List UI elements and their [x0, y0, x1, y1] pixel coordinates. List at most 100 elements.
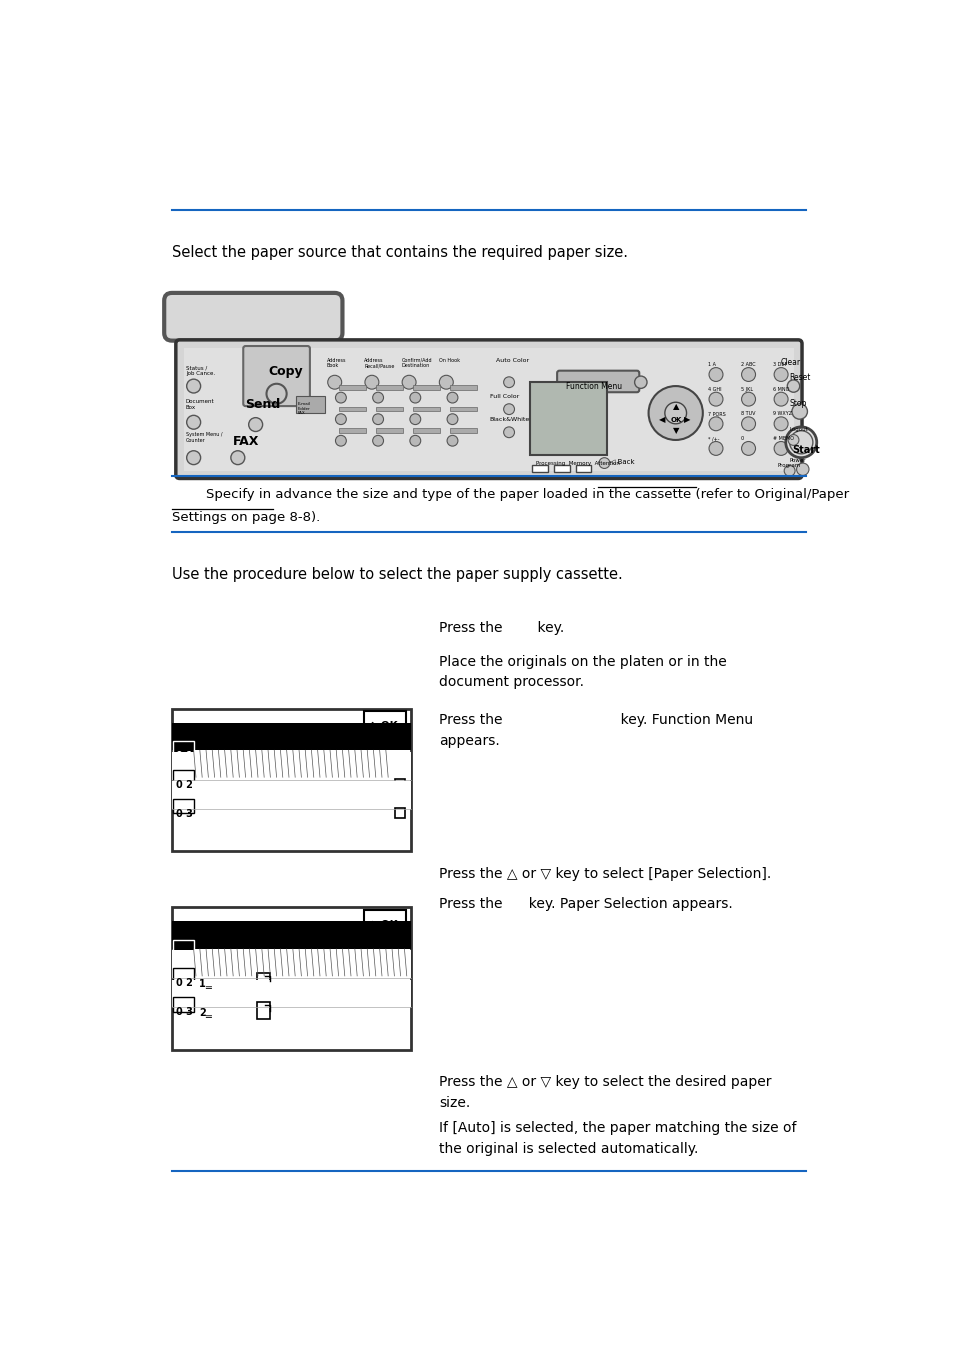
- FancyBboxPatch shape: [164, 293, 342, 340]
- Circle shape: [187, 416, 200, 429]
- Text: 0 1: 0 1: [175, 949, 193, 960]
- Bar: [395, 779, 405, 788]
- Circle shape: [439, 375, 453, 389]
- Text: 3 DEF: 3 DEF: [773, 362, 787, 367]
- Text: 9 WXYZ: 9 WXYZ: [773, 412, 792, 417]
- Circle shape: [773, 417, 787, 431]
- Bar: [172, 722, 410, 751]
- Text: Black&White: Black&White: [489, 417, 530, 421]
- FancyBboxPatch shape: [364, 711, 406, 729]
- Text: 0 2: 0 2: [175, 779, 193, 790]
- Text: Address
Recall/Pause: Address Recall/Pause: [364, 358, 395, 369]
- Text: Select the paper source that contains the required paper size.: Select the paper source that contains th…: [172, 246, 627, 261]
- Text: Program: Program: [778, 463, 801, 468]
- Bar: [183, 347, 794, 471]
- Text: # MEMO: # MEMO: [773, 436, 794, 441]
- Circle shape: [791, 404, 806, 420]
- Bar: [413, 406, 439, 412]
- Circle shape: [773, 393, 787, 406]
- Text: * /+-: * /+-: [707, 436, 719, 441]
- Text: 0 3: 0 3: [175, 809, 193, 819]
- Text: Address
Book: Address Book: [327, 358, 346, 369]
- Text: ▶: ▶: [683, 416, 690, 424]
- Text: ❖ OK: ❖ OK: [368, 919, 397, 930]
- Circle shape: [266, 383, 286, 404]
- Bar: [554, 464, 569, 472]
- Text: If [Auto] is selected, the paper matching the size of
the original is selected a: If [Auto] is selected, the paper matchin…: [439, 1122, 796, 1156]
- Circle shape: [447, 435, 457, 446]
- Text: 1 A: 1 A: [707, 362, 716, 367]
- Text: ▼: ▼: [672, 427, 679, 435]
- Text: 7 PQRS: 7 PQRS: [707, 412, 725, 417]
- Text: Power: Power: [789, 458, 805, 463]
- Bar: [172, 782, 410, 809]
- Bar: [172, 921, 410, 949]
- Text: Press the      key. Paper Selection appears.: Press the key. Paper Selection appears.: [439, 896, 732, 911]
- Text: Start: Start: [792, 446, 820, 455]
- Text: Press the △ or ▽ key to select the desired paper
size.: Press the △ or ▽ key to select the desir…: [439, 1075, 771, 1110]
- Circle shape: [789, 431, 812, 454]
- Text: ▲: ▲: [672, 402, 679, 412]
- Text: ❖ OK: ❖ OK: [368, 721, 397, 730]
- Circle shape: [598, 458, 609, 468]
- Bar: [338, 406, 365, 412]
- Bar: [530, 382, 607, 455]
- Text: Clear: Clear: [781, 358, 801, 367]
- Circle shape: [249, 417, 262, 432]
- FancyBboxPatch shape: [173, 968, 193, 983]
- Circle shape: [187, 451, 200, 464]
- Bar: [172, 980, 410, 1007]
- FancyBboxPatch shape: [557, 371, 639, 393]
- Circle shape: [373, 435, 383, 446]
- Text: Use the procedure below to select the paper supply cassette.: Use the procedure below to select the pa…: [172, 567, 622, 582]
- Text: 1: 1: [199, 979, 206, 990]
- Bar: [172, 950, 410, 979]
- Circle shape: [648, 386, 702, 440]
- Text: Send: Send: [245, 398, 280, 410]
- Circle shape: [503, 427, 514, 437]
- Text: 8 TUV: 8 TUV: [740, 412, 755, 417]
- Text: Logout: Logout: [789, 427, 807, 432]
- Bar: [338, 385, 365, 390]
- Text: OK: OK: [670, 417, 681, 423]
- Circle shape: [335, 393, 346, 404]
- Bar: [450, 428, 476, 433]
- Text: 0 3: 0 3: [175, 1007, 193, 1018]
- Text: Copy: Copy: [269, 366, 303, 378]
- Circle shape: [402, 375, 416, 389]
- Circle shape: [335, 435, 346, 446]
- Text: ═: ═: [205, 1012, 211, 1022]
- Bar: [575, 464, 591, 472]
- Text: Press the △ or ▽ key to select [Paper Selection].: Press the △ or ▽ key to select [Paper Se…: [439, 867, 771, 882]
- Circle shape: [740, 417, 755, 431]
- Text: ✓: ✓: [394, 752, 406, 768]
- Bar: [375, 385, 402, 390]
- Bar: [395, 809, 405, 818]
- Circle shape: [328, 375, 341, 389]
- Text: 5 JKL: 5 JKL: [740, 387, 752, 392]
- Circle shape: [773, 367, 787, 382]
- Text: Processing  Memory  Attention: Processing Memory Attention: [536, 460, 619, 466]
- Circle shape: [365, 375, 378, 389]
- Text: ◀: ◀: [659, 416, 665, 424]
- Circle shape: [410, 393, 420, 404]
- Text: 0 2: 0 2: [175, 979, 193, 988]
- FancyBboxPatch shape: [243, 346, 310, 406]
- Bar: [172, 907, 410, 1050]
- Bar: [338, 428, 365, 433]
- Circle shape: [447, 393, 457, 404]
- Text: Press the        key.: Press the key.: [439, 621, 564, 634]
- Circle shape: [708, 441, 722, 455]
- FancyBboxPatch shape: [175, 340, 801, 478]
- Bar: [413, 428, 439, 433]
- Circle shape: [708, 393, 722, 406]
- FancyBboxPatch shape: [173, 799, 193, 814]
- Text: Press the                           key. Function Menu
appears.: Press the key. Function Menu appears.: [439, 713, 753, 748]
- Bar: [257, 1002, 270, 1019]
- Text: Status /
Job Cance.: Status / Job Cance.: [186, 366, 214, 377]
- FancyBboxPatch shape: [173, 741, 193, 756]
- Text: Reset: Reset: [789, 373, 810, 382]
- Text: System Menu /
Counter: System Menu / Counter: [186, 432, 222, 443]
- Text: Place the originals on the platen or in the
document processor.: Place the originals on the platen or in …: [439, 655, 726, 690]
- Text: Confirm/Add
Destination: Confirm/Add Destination: [401, 358, 432, 369]
